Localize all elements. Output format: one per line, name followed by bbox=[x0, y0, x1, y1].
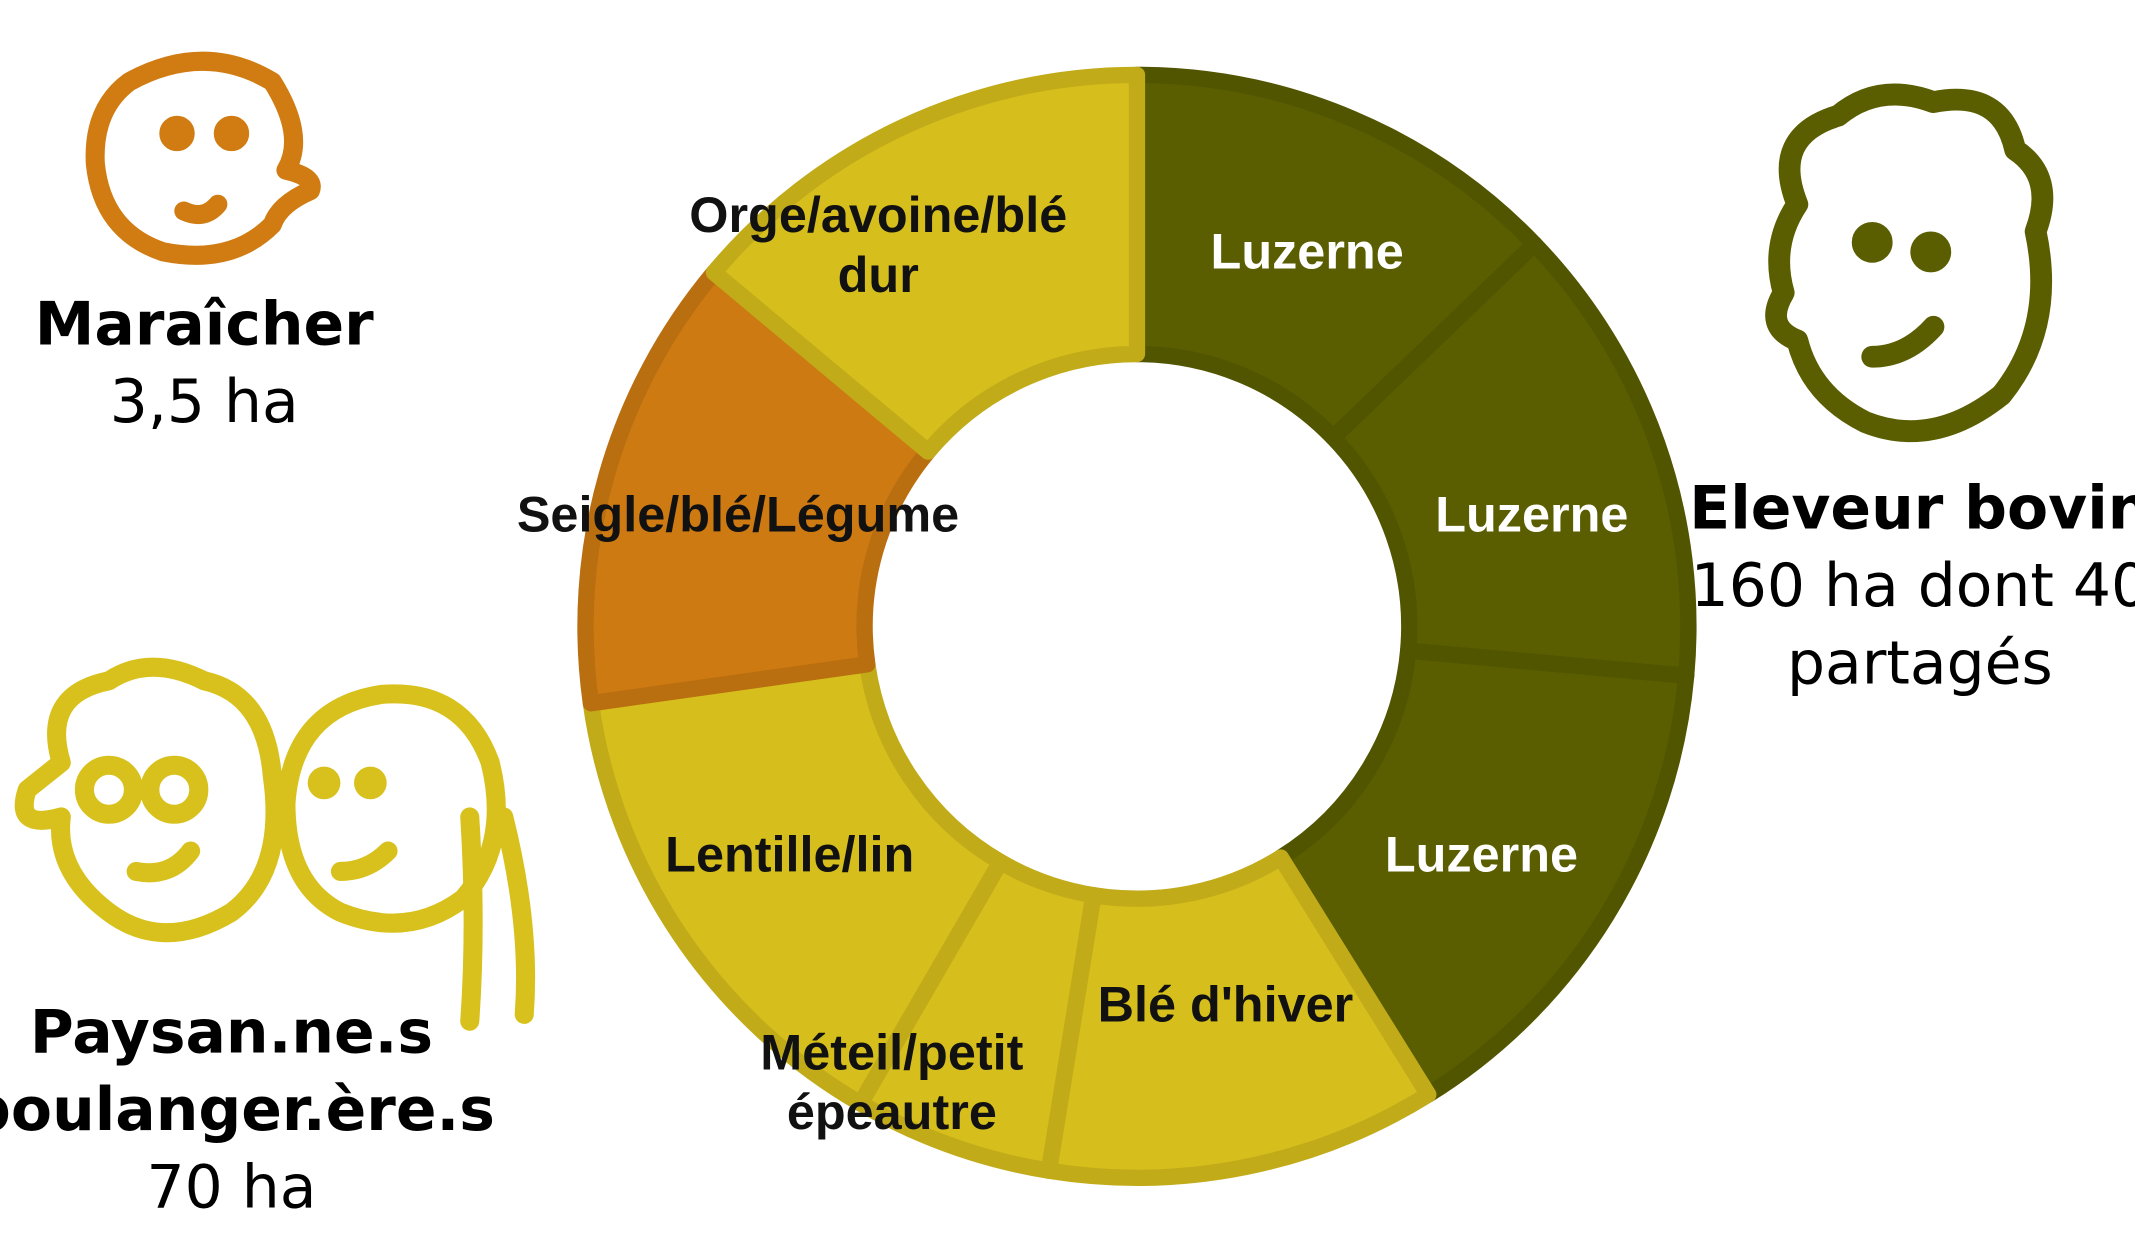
segment-label: Méteil/petit épeautre bbox=[735, 1023, 1048, 1142]
segment-label: Lentille/lin bbox=[585, 825, 993, 884]
icon-paysans bbox=[24, 667, 525, 1021]
person-name: Maraîcher bbox=[0, 286, 408, 364]
segment-label: Seigle/blé/Légume bbox=[452, 485, 1024, 544]
person-name: Paysan.ne.s boulanger.ère.s bbox=[0, 994, 504, 1150]
page: LuzerneLuzerneLuzerneBlé d'hiverMéteil/p… bbox=[0, 0, 2135, 1257]
person-area: 70 ha bbox=[0, 1150, 504, 1228]
person-area: 3,5 ha bbox=[0, 364, 408, 442]
segment-label: Blé d'hiver bbox=[1021, 975, 1429, 1034]
person-area: 160 ha dont 40 partagés bbox=[1675, 548, 2135, 704]
icon-maraicher bbox=[95, 61, 311, 255]
icon-eleveur bbox=[1776, 94, 2042, 431]
segment-label: Luzerne bbox=[1103, 222, 1511, 281]
stage: LuzerneLuzerneLuzerneBlé d'hiverMéteil/p… bbox=[0, 0, 2135, 1253]
person-name: Eleveur bovin bbox=[1675, 470, 2135, 548]
segment-label: Luzerne bbox=[1277, 825, 1685, 884]
segment-label: Orge/avoine/blé dur bbox=[654, 186, 1103, 305]
